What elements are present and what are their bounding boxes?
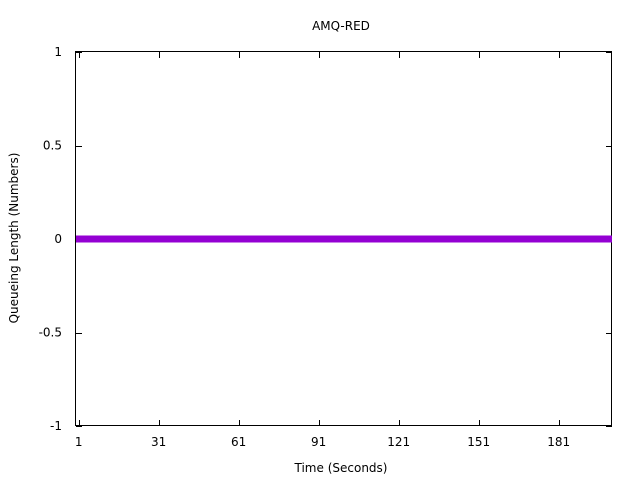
x-tick-label: 1	[75, 435, 83, 449]
x-tick-label: 121	[387, 435, 410, 449]
x-axis-label: Time (Seconds)	[294, 461, 388, 475]
y-tick-label: 0.5	[43, 139, 62, 153]
y-tick-label: 0	[54, 232, 62, 246]
x-tick-label: 151	[467, 435, 490, 449]
x-tick-label: 61	[231, 435, 246, 449]
chart-title: AMQ-RED	[312, 19, 370, 33]
y-tick-label: -1	[50, 419, 62, 433]
ticks: 1 0.5 0 -0.5 -1 1 31 61 91 121 151 181	[39, 45, 612, 449]
y-tick-label: 1	[54, 45, 62, 59]
x-tick-label: 181	[547, 435, 570, 449]
y-axis-label: Queueing Length (Numbers)	[7, 153, 21, 324]
x-tick-label: 91	[311, 435, 326, 449]
y-tick-label: -0.5	[39, 326, 62, 340]
x-tick-label: 31	[151, 435, 166, 449]
